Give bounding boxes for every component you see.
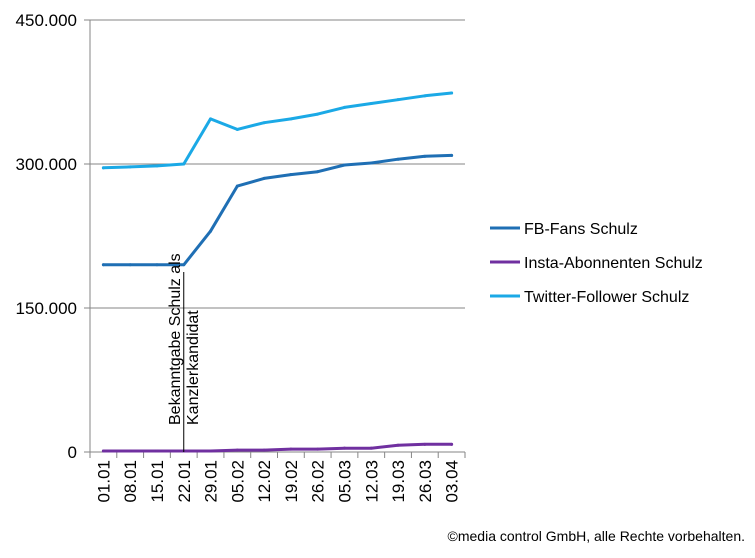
series (101, 91, 454, 453)
data-point-insta-abonnenten-schulz (262, 448, 266, 452)
x-tick-label: 05.03 (335, 460, 354, 503)
y-tick-label: 0 (68, 443, 77, 462)
data-point-insta-abonnenten-schulz (342, 446, 346, 450)
legend-label: FB-Fans Schulz (524, 221, 638, 238)
data-point-twitter-follower-schulz (423, 94, 427, 98)
x-tick-label: 08.01 (121, 460, 140, 503)
data-point-fb-fans-schulz (396, 157, 400, 161)
copyright-text: ©media control GmbH, alle Rechte vorbeha… (448, 528, 745, 544)
data-point-fb-fans-schulz (316, 170, 320, 174)
annotation-label-line: Kanzlerkandidat (185, 310, 202, 425)
data-point-fb-fans-schulz (235, 184, 239, 188)
grid (90, 19, 465, 309)
data-point-twitter-follower-schulz (289, 117, 293, 121)
data-point-insta-abonnenten-schulz (316, 447, 320, 451)
data-point-fb-fans-schulz (423, 154, 427, 158)
data-point-fb-fans-schulz (182, 263, 186, 267)
data-point-fb-fans-schulz (209, 229, 213, 233)
x-tick-label: 19.03 (389, 460, 408, 503)
data-point-twitter-follower-schulz (369, 102, 373, 106)
data-point-fb-fans-schulz (262, 176, 266, 180)
data-point-twitter-follower-schulz (316, 112, 320, 116)
x-tick-label: 15.01 (148, 460, 167, 503)
data-point-insta-abonnenten-schulz (423, 442, 427, 446)
data-point-twitter-follower-schulz (101, 166, 105, 170)
series-line-insta-abonnenten-schulz (101, 442, 454, 453)
series-line-twitter-follower-schulz (101, 91, 454, 170)
data-point-insta-abonnenten-schulz (396, 443, 400, 447)
x-tick-label: 26.03 (416, 460, 435, 503)
data-point-insta-abonnenten-schulz (289, 447, 293, 451)
x-tick-label: 12.03 (362, 460, 381, 503)
data-point-insta-abonnenten-schulz (235, 448, 239, 452)
x-tick-label: 26.02 (309, 460, 328, 503)
data-point-insta-abonnenten-schulz (369, 446, 373, 450)
legend-label: Twitter-Follower Schulz (524, 289, 689, 306)
x-tick-label: 12.02 (255, 460, 274, 503)
data-point-fb-fans-schulz (450, 153, 454, 157)
data-point-twitter-follower-schulz (128, 165, 132, 169)
data-point-fb-fans-schulz (128, 263, 132, 267)
x-tick-label: 22.01 (175, 460, 194, 503)
series-line-fb-fans-schulz (101, 153, 454, 267)
data-point-fb-fans-schulz (369, 161, 373, 165)
data-point-fb-fans-schulz (101, 263, 105, 267)
axes: 0 150.000 300.000 450.000 01.01 08.01 15.01 22.… (16, 11, 466, 503)
y-tick-label: 300.000 (16, 155, 77, 174)
data-point-twitter-follower-schulz (235, 127, 239, 131)
data-point-twitter-follower-schulz (262, 121, 266, 125)
data-point-insta-abonnenten-schulz (209, 449, 213, 453)
y-tick-label: 450.000 (16, 11, 77, 30)
data-point-twitter-follower-schulz (155, 164, 159, 168)
y-tick-label: 150.000 (16, 299, 77, 318)
data-point-insta-abonnenten-schulz (128, 449, 132, 453)
data-point-twitter-follower-schulz (182, 162, 186, 166)
x-tick-label: 19.02 (282, 460, 301, 503)
data-point-twitter-follower-schulz (396, 98, 400, 102)
data-point-insta-abonnenten-schulz (450, 442, 454, 446)
data-point-twitter-follower-schulz (342, 105, 346, 109)
data-point-fb-fans-schulz (342, 163, 346, 167)
annotation: Bekanntgabe Schulz als Kanzlerkandidat (167, 253, 202, 452)
data-point-twitter-follower-schulz (209, 117, 213, 121)
legend-label: Insta-Abonnenten Schulz (524, 255, 703, 272)
annotation-label-line: Bekanntgabe Schulz als (167, 253, 184, 425)
legend: FB-Fans Schulz Insta-Abonnenten Schulz Twi… (490, 221, 703, 306)
x-tick-label: 29.01 (202, 460, 221, 503)
data-point-twitter-follower-schulz (450, 91, 454, 95)
x-tick-label: 03.04 (443, 460, 462, 503)
x-tick-label: 01.01 (94, 460, 113, 503)
data-point-insta-abonnenten-schulz (155, 449, 159, 453)
data-point-insta-abonnenten-schulz (101, 449, 105, 453)
data-point-fb-fans-schulz (289, 173, 293, 177)
data-point-fb-fans-schulz (155, 263, 159, 267)
x-tick-label: 05.02 (228, 460, 247, 503)
